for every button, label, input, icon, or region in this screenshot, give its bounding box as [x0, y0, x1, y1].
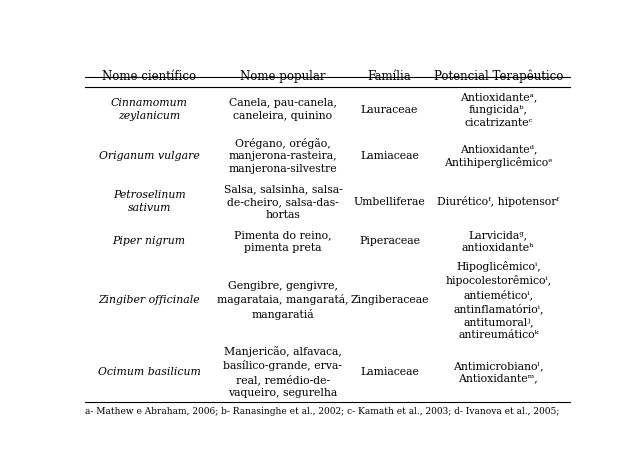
Text: Antimicrobianoˡ,
Antioxidanteᵐ,: Antimicrobianoˡ, Antioxidanteᵐ,: [453, 361, 544, 383]
Text: Cinnamomum
zeylanicum: Cinnamomum zeylanicum: [111, 99, 188, 121]
Text: Nome científico: Nome científico: [102, 70, 196, 82]
Text: Salsa, salsinha, salsa-
de-cheiro, salsa-das-
hortas: Salsa, salsinha, salsa- de-cheiro, salsa…: [224, 184, 343, 219]
Text: Zingiber officinale: Zingiber officinale: [98, 295, 200, 305]
Text: Origanum vulgare: Origanum vulgare: [99, 151, 199, 161]
Text: Nome popular: Nome popular: [240, 70, 326, 82]
Text: Gengibre, gengivre,
magarataia, mangaratá,
mangaratiá: Gengibre, gengivre, magarataia, mangarat…: [217, 281, 349, 319]
Text: Piperaceae: Piperaceae: [359, 237, 420, 246]
Text: Petroselinum
sativum: Petroselinum sativum: [113, 191, 185, 213]
Text: Pimenta do reino,
pimenta preta: Pimenta do reino, pimenta preta: [234, 230, 332, 253]
Text: Canela, pau-canela,
caneleira, quinino: Canela, pau-canela, caneleira, quinino: [229, 99, 337, 121]
Text: Antioxidanteᵈ,
Antihiperglicêmicoᵉ: Antioxidanteᵈ, Antihiperglicêmicoᵉ: [444, 144, 553, 168]
Text: Umbelliferae: Umbelliferae: [353, 197, 426, 207]
Text: Lamiaceae: Lamiaceae: [360, 367, 419, 377]
Text: Potencial Terapêutico: Potencial Terapêutico: [434, 70, 563, 83]
Text: Piper nigrum: Piper nigrum: [112, 237, 186, 246]
Text: Larvicidaᵍ,
antioxidanteʰ: Larvicidaᵍ, antioxidanteʰ: [462, 230, 535, 253]
Text: Diuréticoᶠ, hipotensorᶠ: Diuréticoᶠ, hipotensorᶠ: [437, 196, 559, 207]
Text: Orégano, orégão,
manjerona-rasteira,
manjerona-silvestre: Orégano, orégão, manjerona-rasteira, man…: [229, 137, 337, 174]
Text: Manjericão, alfavaca,
basílico-grande, erva-
real, remédio-de-
vaqueiro, segurel: Manjericão, alfavaca, basílico-grande, e…: [224, 346, 343, 398]
Text: Família: Família: [367, 70, 412, 82]
Text: Hipoglicêmicoⁱ,
hipocolestorêmicoⁱ,
antieméticoⁱ,
antinflamatórioⁱ,
antitumoralʲ: Hipoglicêmicoⁱ, hipocolestorêmicoⁱ, anti…: [445, 261, 551, 339]
Text: Zingiberaceae: Zingiberaceae: [350, 295, 429, 305]
Text: Ocimum basilicum: Ocimum basilicum: [98, 367, 201, 377]
Text: Lamiaceae: Lamiaceae: [360, 151, 419, 161]
Text: Antioxidanteᵃ,
fungicidaᵇ,
cicatrizanteᶜ: Antioxidanteᵃ, fungicidaᵇ, cicatrizanteᶜ: [459, 92, 537, 128]
Text: a- Mathew e Abraham, 2006; b- Ranasinghe et al., 2002; c- Kamath et al., 2003; d: a- Mathew e Abraham, 2006; b- Ranasinghe…: [85, 407, 559, 416]
Text: Lauraceae: Lauraceae: [360, 105, 418, 115]
